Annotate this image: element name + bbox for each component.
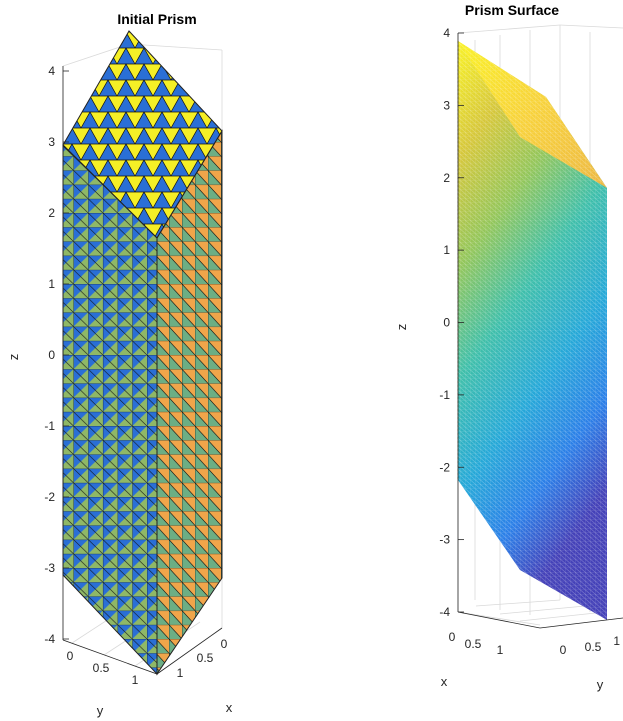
z-tick-label: -3 (44, 561, 55, 575)
z-tick-label: -1 (44, 419, 55, 433)
x-axis-label: x (441, 674, 448, 689)
x-tick-label: 0.5 (197, 651, 214, 665)
z-axis: -4 -3 -2 -1 0 1 2 3 4 z (6, 64, 69, 646)
z-tick-label: -4 (44, 632, 55, 646)
z-axis-label: z (6, 354, 21, 361)
z-axis: -4 -3 -2 -1 0 1 2 3 4 z (394, 26, 464, 619)
x-tick-label: 1 (177, 666, 184, 680)
z-tick-label: 2 (443, 171, 450, 185)
y-axis: 0 0.5 1 y (62, 639, 158, 718)
z-tick-label: -1 (439, 388, 450, 402)
surface (457, 41, 607, 620)
z-tick-label: 0 (443, 316, 450, 330)
y-axis-label: y (97, 703, 104, 718)
x-tick-label: 0 (221, 637, 228, 651)
z-tick-label: -2 (439, 460, 450, 474)
chart-initial-prism: Initial Prism -4 -3 -2 -1 0 1 2 3 4 z (6, 11, 233, 718)
z-tick-label: -4 (439, 605, 450, 619)
y-tick-label: 0 (560, 643, 567, 657)
y-tick-label: 1 (613, 634, 620, 648)
prism-faces (62, 30, 223, 676)
z-tick-label: -2 (44, 490, 55, 504)
x-axis-label: x (226, 700, 233, 715)
z-tick-label: 4 (443, 26, 450, 40)
x-tick-label: 0 (449, 630, 456, 644)
y-tick-label: 0.5 (585, 640, 602, 654)
y-tick-label: 1 (132, 673, 139, 687)
y-axis: 0 0.5 1 y (539, 617, 623, 692)
y-tick-label: 0 (67, 649, 74, 663)
z-tick-label: 1 (443, 243, 450, 257)
y-tick-label: 0.5 (93, 661, 110, 675)
x-tick-label: 0.5 (465, 637, 482, 651)
z-tick-label: 0 (48, 348, 55, 362)
z-tick-label: 3 (48, 135, 55, 149)
z-axis-label: z (394, 324, 409, 331)
z-tick-label: 4 (48, 64, 55, 78)
chart-prism-surface: Prism Surface -4 -3 -2 -1 0 1 2 3 4 (394, 2, 623, 692)
z-tick-label: -3 (439, 533, 450, 547)
y-axis-label: y (597, 677, 604, 692)
x-axis: 1 0.5 0 x (156, 627, 233, 715)
prism-right-face (157, 131, 222, 674)
x-axis: 0 0.5 1 x (441, 611, 541, 689)
z-tick-label: 1 (48, 277, 55, 291)
chart-title: Prism Surface (465, 2, 559, 18)
z-tick-label: 2 (48, 206, 55, 220)
prism-left-face (63, 145, 157, 674)
x-tick-label: 1 (497, 643, 504, 657)
z-tick-label: 3 (443, 98, 450, 112)
chart-title: Initial Prism (117, 11, 196, 27)
